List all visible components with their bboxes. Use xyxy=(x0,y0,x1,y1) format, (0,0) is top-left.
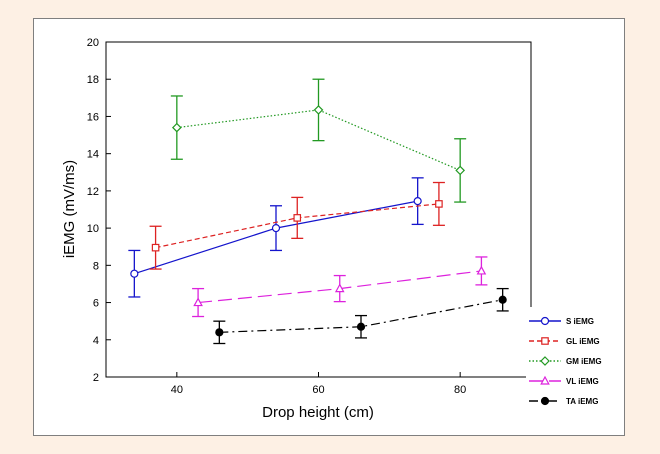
legend-item: S iEMG xyxy=(529,316,594,326)
y-tick-label: 16 xyxy=(87,111,99,123)
legend-label: GL iEMG xyxy=(566,337,600,346)
data-point xyxy=(193,297,203,307)
data-point xyxy=(130,269,139,278)
y-tick-label: 6 xyxy=(93,298,99,310)
y-axis-title: iEMG (mV/ms) xyxy=(61,160,78,258)
series-1 xyxy=(149,181,445,270)
y-tick-label: 14 xyxy=(87,149,99,161)
legend-item: GL iEMG xyxy=(529,337,600,346)
legend-item: TA iEMG xyxy=(529,396,598,406)
y-tick-label: 2 xyxy=(93,372,99,384)
legend-marker xyxy=(540,356,550,366)
x-tick-label: 80 xyxy=(454,384,466,396)
series-3 xyxy=(192,256,488,318)
x-axis-title: Drop height (cm) xyxy=(262,404,374,421)
y-tick-label: 18 xyxy=(87,74,99,86)
series-0 xyxy=(128,177,424,298)
data-point xyxy=(271,224,281,233)
x-tick-label: 40 xyxy=(171,384,183,396)
data-point xyxy=(215,328,224,337)
data-point xyxy=(455,165,466,176)
data-point xyxy=(313,105,324,115)
y-tick-label: 10 xyxy=(87,223,99,235)
series-4 xyxy=(213,287,509,345)
y-tick-label: 8 xyxy=(93,260,99,272)
legend-item: VL iEMG xyxy=(529,375,599,386)
legend-label: GM iEMG xyxy=(566,357,602,366)
data-point xyxy=(476,265,487,275)
legend-marker xyxy=(540,375,550,385)
data-point xyxy=(171,122,182,133)
legend-marker xyxy=(540,316,550,326)
legend-label: TA iEMG xyxy=(566,397,598,406)
legend-label: S iEMG xyxy=(566,317,594,326)
series-2 xyxy=(170,78,467,203)
y-tick-label: 20 xyxy=(87,37,99,49)
data-point xyxy=(334,283,345,293)
legend-marker xyxy=(541,337,549,345)
legend-item: GM iEMG xyxy=(529,356,602,366)
y-tick-label: 12 xyxy=(87,186,99,198)
data-point xyxy=(356,322,366,331)
legend-marker xyxy=(540,396,550,406)
series-line xyxy=(176,109,461,171)
data-point xyxy=(413,197,422,206)
data-point xyxy=(435,200,443,208)
legend-box xyxy=(526,307,614,407)
x-tick-label: 60 xyxy=(312,384,324,396)
y-tick-label: 4 xyxy=(93,335,99,347)
legend-label: VL iEMG xyxy=(566,377,599,386)
data-point xyxy=(293,214,302,222)
data-point xyxy=(498,295,507,304)
data-point xyxy=(151,243,160,252)
chart-frame: 2 4 6 8 10 12 14 16 18 20 40 60 80 Drop height (cm) … xyxy=(33,18,625,436)
